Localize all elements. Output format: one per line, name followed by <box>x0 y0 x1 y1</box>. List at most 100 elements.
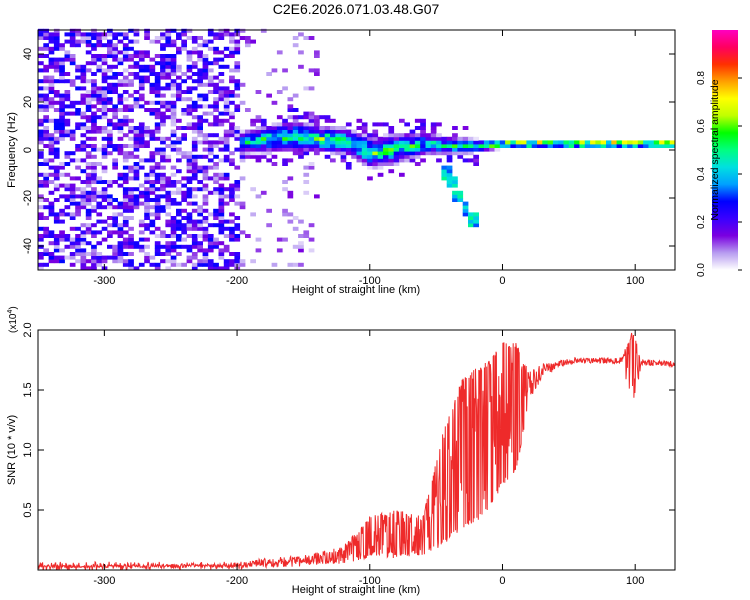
spectrogram-cell <box>91 118 97 123</box>
spectrogram-cell <box>324 140 331 145</box>
spectrogram-cell <box>128 194 134 199</box>
spectrogram-cell <box>101 115 108 120</box>
spectrogram-cell <box>96 93 103 98</box>
spectrogram-cell <box>133 205 140 210</box>
spectrogram-cell <box>165 183 172 188</box>
spectrogram-cell <box>75 32 81 37</box>
spectrogram-cell <box>107 43 113 48</box>
spectrogram-cell <box>107 180 113 184</box>
spectrogram-cell <box>128 208 134 213</box>
spectrogram-cell <box>202 64 209 69</box>
spectrogram-cell <box>128 54 134 58</box>
spectrogram-cell <box>96 241 103 246</box>
spectrogram-cell <box>160 244 166 249</box>
spectrogram-cell <box>181 208 187 213</box>
spectrogram-cell <box>377 162 384 166</box>
spectrogram-cell <box>91 169 97 174</box>
spectrogram-cell <box>239 133 246 138</box>
spectrogram-cell <box>160 36 166 40</box>
spectrogram-cell <box>144 133 150 138</box>
spectrogram-cell <box>38 162 44 166</box>
spectrogram-cell <box>59 61 65 66</box>
spectrogram-cell <box>250 187 256 192</box>
spectrogram-cell <box>154 162 161 166</box>
spectrogram-cell <box>75 39 81 44</box>
spectrogram-cell <box>361 136 368 141</box>
spectrogram-cell <box>43 172 49 177</box>
spectrogram-cell <box>144 216 150 220</box>
spectrogram-cell <box>138 140 145 145</box>
spectrogram-cell <box>128 64 134 69</box>
spectrogram-cell <box>197 212 203 217</box>
spectrogram-cell <box>43 36 49 40</box>
spectrogram-cell <box>160 205 166 210</box>
spectrogram-cell <box>85 183 92 188</box>
spectrogram-cell <box>229 90 235 94</box>
spectrogram-cell <box>223 158 230 163</box>
spectrogram-cell <box>38 252 44 256</box>
spectrogram-cell <box>276 126 283 130</box>
spectrogram-cell <box>393 144 400 148</box>
spectrogram-cell <box>181 136 187 141</box>
spectrogram-cell <box>637 144 644 148</box>
spectrogram-cell <box>356 118 363 123</box>
spectrogram-cell <box>48 158 55 163</box>
spectrogram-cell <box>584 140 591 145</box>
spectrogram-cell <box>117 205 124 210</box>
spectrogram-cell <box>91 180 97 184</box>
spectrogram-cell <box>197 169 203 174</box>
spectrogram-cell <box>80 241 87 246</box>
spectrogram-cell <box>361 162 368 166</box>
spectrogram-cell <box>53 32 60 37</box>
spectrogram-cell <box>229 212 235 217</box>
spectrogram-cell <box>53 212 60 217</box>
spectrogram-cell <box>499 144 506 148</box>
spectrogram-cell <box>48 190 55 195</box>
spectrogram-cell <box>218 86 225 91</box>
spectrogram-cell <box>53 259 60 264</box>
spectrogram-cell <box>43 133 49 138</box>
spectrogram-cell <box>53 140 60 145</box>
spectrogram-cell <box>223 100 230 105</box>
spectrogram-cell <box>181 183 187 188</box>
spectrogram-cell <box>489 147 495 152</box>
spectrogram-cell <box>202 216 209 220</box>
spectrogram-cell <box>117 255 124 260</box>
spectrogram-cell <box>260 118 267 123</box>
spectrogram-cell <box>154 72 161 76</box>
spectrogram-cell <box>170 255 177 260</box>
spectrogram-cell <box>595 144 602 148</box>
spectrogram-cell <box>53 176 60 181</box>
spectrogram-cell <box>308 68 315 73</box>
spectrogram-cell <box>218 118 225 123</box>
spectrogram-cell <box>128 104 134 109</box>
spectrogram-cell <box>128 234 134 238</box>
spectrogram-cell <box>38 180 44 184</box>
spectrogram-cell <box>388 154 395 159</box>
spectrogram-cell <box>96 97 103 102</box>
spectrogram-cell <box>181 90 187 94</box>
spectrogram-cell <box>367 165 373 170</box>
spectrogram-cell <box>176 252 182 256</box>
spectrogram-cell <box>287 219 294 224</box>
spectrogram-cell <box>186 248 193 253</box>
spectrogram-cell <box>324 136 331 141</box>
spectrogram-cell <box>223 262 230 267</box>
spectrogram-cell <box>239 82 246 87</box>
spectrogram-cell <box>59 43 65 48</box>
spectrogram-cell <box>191 46 198 51</box>
spectrogram-cell <box>664 144 671 148</box>
spectrogram-cell <box>266 72 272 76</box>
spectrogram-cell <box>138 57 145 62</box>
spectrogram-cell <box>160 100 166 105</box>
spectrogram-cell <box>345 162 352 166</box>
spectrogram-cell <box>197 187 203 192</box>
spectrogram-x-tick-label: -300 <box>93 275 115 287</box>
spectrogram-cell <box>80 133 87 138</box>
snr-scale-close: ) <box>8 306 19 309</box>
spectrogram-cell <box>468 212 474 217</box>
spectrogram-cell <box>186 86 193 91</box>
spectrogram-cell <box>165 57 172 62</box>
spectrogram-cell <box>176 244 182 249</box>
spectrogram-cell <box>399 133 405 138</box>
